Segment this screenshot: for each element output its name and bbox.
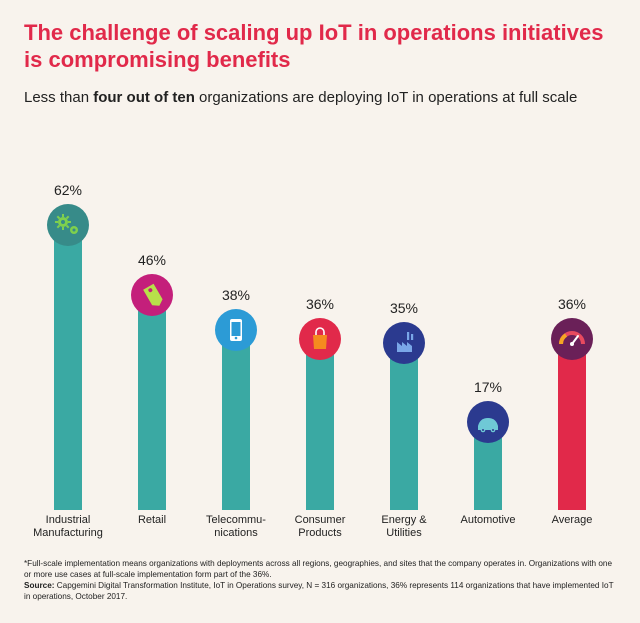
value-label: 17% [474, 379, 502, 395]
chart-column: 36% [280, 144, 360, 510]
chart-column: 46% [112, 144, 192, 510]
chart-column: 35% [364, 144, 444, 510]
plant-icon [383, 322, 425, 364]
subtitle-bold: four out of ten [93, 89, 195, 106]
bar-chart: 62% 46% 38% 36% 35% 17% 36% [24, 144, 616, 510]
chart-column: 38% [196, 144, 276, 510]
bar [474, 435, 502, 510]
bar [306, 352, 334, 510]
bar [54, 238, 82, 510]
chart-column: 17% [448, 144, 528, 510]
category-label: Telecommu-nications [196, 514, 276, 540]
value-label: 36% [558, 296, 586, 312]
value-label: 36% [306, 296, 334, 312]
value-label: 62% [54, 182, 82, 198]
chart-subtitle: Less than four out of ten organizations … [24, 88, 616, 108]
car-icon [467, 401, 509, 443]
chart-footnote: *Full-scale implementation means organiz… [24, 558, 616, 602]
subtitle-pre: Less than [24, 89, 93, 106]
chart-column: 62% [28, 144, 108, 510]
bag-icon [299, 318, 341, 360]
bar [390, 356, 418, 510]
bar [558, 352, 586, 510]
category-label: Retail [112, 514, 192, 540]
value-label: 38% [222, 287, 250, 303]
subtitle-post: organizations are deploying IoT in opera… [195, 89, 577, 106]
gauge-icon [551, 318, 593, 360]
chart-column: 36% [532, 144, 612, 510]
category-label: Average [532, 514, 612, 540]
value-label: 35% [390, 300, 418, 316]
bar-chart-labels: Industrial ManufacturingRetailTelecommu-… [24, 514, 616, 540]
footnote-source-text: Capgemini Digital Transformation Institu… [24, 581, 613, 601]
bar [222, 343, 250, 510]
footnote-source-label: Source: [24, 581, 54, 590]
category-label: Industrial Manufacturing [28, 514, 108, 540]
chart-title: The challenge of scaling up IoT in opera… [24, 20, 616, 74]
value-label: 46% [138, 252, 166, 268]
category-label: Energy & Utilities [364, 514, 444, 540]
footnote-definition: *Full-scale implementation means organiz… [24, 559, 612, 579]
gears-icon [47, 204, 89, 246]
phone-icon [215, 309, 257, 351]
bar [138, 308, 166, 510]
tag-icon [131, 274, 173, 316]
category-label: Automotive [448, 514, 528, 540]
category-label: Consumer Products [280, 514, 360, 540]
